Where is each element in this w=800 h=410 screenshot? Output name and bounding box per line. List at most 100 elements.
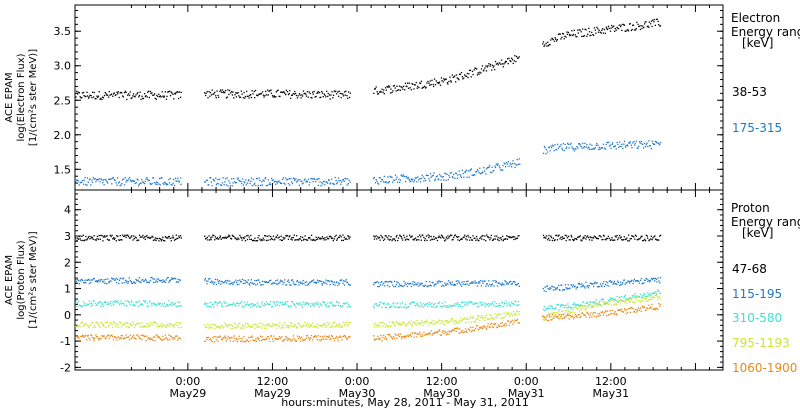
data-point bbox=[280, 301, 282, 303]
data-point bbox=[500, 239, 503, 241]
data-point bbox=[484, 302, 486, 305]
data-point bbox=[112, 238, 114, 240]
data-point bbox=[619, 303, 622, 305]
data-point bbox=[110, 93, 113, 95]
data-point bbox=[385, 324, 388, 326]
data-point bbox=[511, 162, 514, 165]
data-point bbox=[133, 235, 135, 237]
data-point bbox=[550, 313, 552, 315]
data-point bbox=[170, 278, 172, 281]
y-tick-label: -1 bbox=[60, 335, 71, 348]
data-point bbox=[478, 280, 480, 283]
data-point bbox=[323, 237, 325, 240]
data-point bbox=[212, 281, 214, 283]
data-point bbox=[336, 281, 338, 283]
data-point bbox=[383, 89, 385, 91]
data-point bbox=[97, 96, 99, 99]
data-point bbox=[231, 234, 234, 237]
data-point bbox=[150, 303, 153, 305]
data-point bbox=[436, 305, 438, 308]
data-point bbox=[275, 96, 277, 98]
data-point bbox=[509, 322, 511, 324]
data-point bbox=[144, 180, 147, 183]
data-point bbox=[232, 283, 234, 286]
data-point bbox=[483, 325, 485, 327]
data-point bbox=[318, 177, 320, 180]
data-point bbox=[486, 283, 489, 285]
data-point bbox=[102, 179, 105, 181]
data-point bbox=[588, 31, 591, 33]
data-point bbox=[336, 181, 339, 184]
data-point bbox=[262, 94, 265, 96]
data-point bbox=[608, 303, 610, 306]
data-point bbox=[636, 296, 638, 298]
data-point bbox=[335, 179, 337, 182]
data-point bbox=[94, 302, 96, 305]
data-point bbox=[130, 300, 132, 302]
data-point bbox=[489, 283, 491, 286]
data-point bbox=[345, 279, 347, 281]
data-point bbox=[290, 284, 292, 286]
data-point bbox=[557, 33, 560, 36]
data-point bbox=[309, 325, 311, 327]
data-point bbox=[205, 237, 207, 240]
data-point bbox=[157, 278, 160, 280]
data-point bbox=[640, 25, 642, 27]
data-point bbox=[100, 279, 102, 281]
data-point bbox=[448, 235, 451, 238]
data-point bbox=[604, 302, 607, 305]
data-point bbox=[456, 283, 458, 285]
data-point bbox=[649, 144, 651, 147]
data-point bbox=[306, 181, 309, 183]
data-point bbox=[438, 235, 440, 237]
data-point bbox=[395, 90, 397, 92]
data-point bbox=[213, 283, 215, 285]
data-point bbox=[422, 302, 424, 305]
data-point bbox=[484, 305, 487, 308]
data-point bbox=[399, 179, 402, 181]
data-point bbox=[447, 235, 449, 237]
data-point bbox=[506, 313, 509, 315]
data-point bbox=[348, 335, 350, 338]
data-point bbox=[301, 304, 303, 306]
data-point bbox=[470, 330, 473, 333]
data-point bbox=[652, 293, 654, 295]
data-point bbox=[80, 279, 82, 281]
data-point bbox=[425, 280, 428, 283]
data-point bbox=[243, 237, 245, 240]
data-point bbox=[433, 78, 436, 80]
data-point bbox=[97, 301, 100, 304]
data-point bbox=[556, 315, 558, 317]
data-point bbox=[380, 301, 382, 304]
data-point bbox=[310, 239, 312, 241]
data-point bbox=[106, 321, 109, 324]
data-point bbox=[298, 184, 301, 187]
data-point bbox=[593, 148, 596, 150]
data-point bbox=[269, 325, 271, 327]
data-point bbox=[475, 320, 477, 322]
data-point bbox=[436, 281, 439, 283]
data-point bbox=[318, 280, 321, 282]
data-point bbox=[339, 305, 341, 307]
data-point bbox=[314, 281, 316, 284]
data-point bbox=[294, 324, 296, 326]
data-point bbox=[562, 314, 565, 316]
data-point bbox=[127, 281, 130, 283]
data-point bbox=[333, 281, 336, 283]
data-point bbox=[655, 18, 658, 21]
data-point bbox=[277, 283, 279, 285]
data-point bbox=[458, 236, 460, 238]
data-point bbox=[310, 281, 312, 283]
data-point bbox=[426, 82, 428, 84]
series-175-315 bbox=[75, 140, 662, 187]
data-point bbox=[203, 303, 206, 305]
data-point bbox=[109, 178, 111, 180]
data-point bbox=[156, 305, 158, 307]
data-point bbox=[260, 239, 262, 242]
data-point bbox=[343, 334, 345, 337]
data-point bbox=[458, 239, 461, 242]
data-point bbox=[576, 308, 579, 310]
data-point bbox=[390, 236, 392, 238]
data-point bbox=[392, 336, 395, 338]
data-point bbox=[500, 63, 502, 65]
